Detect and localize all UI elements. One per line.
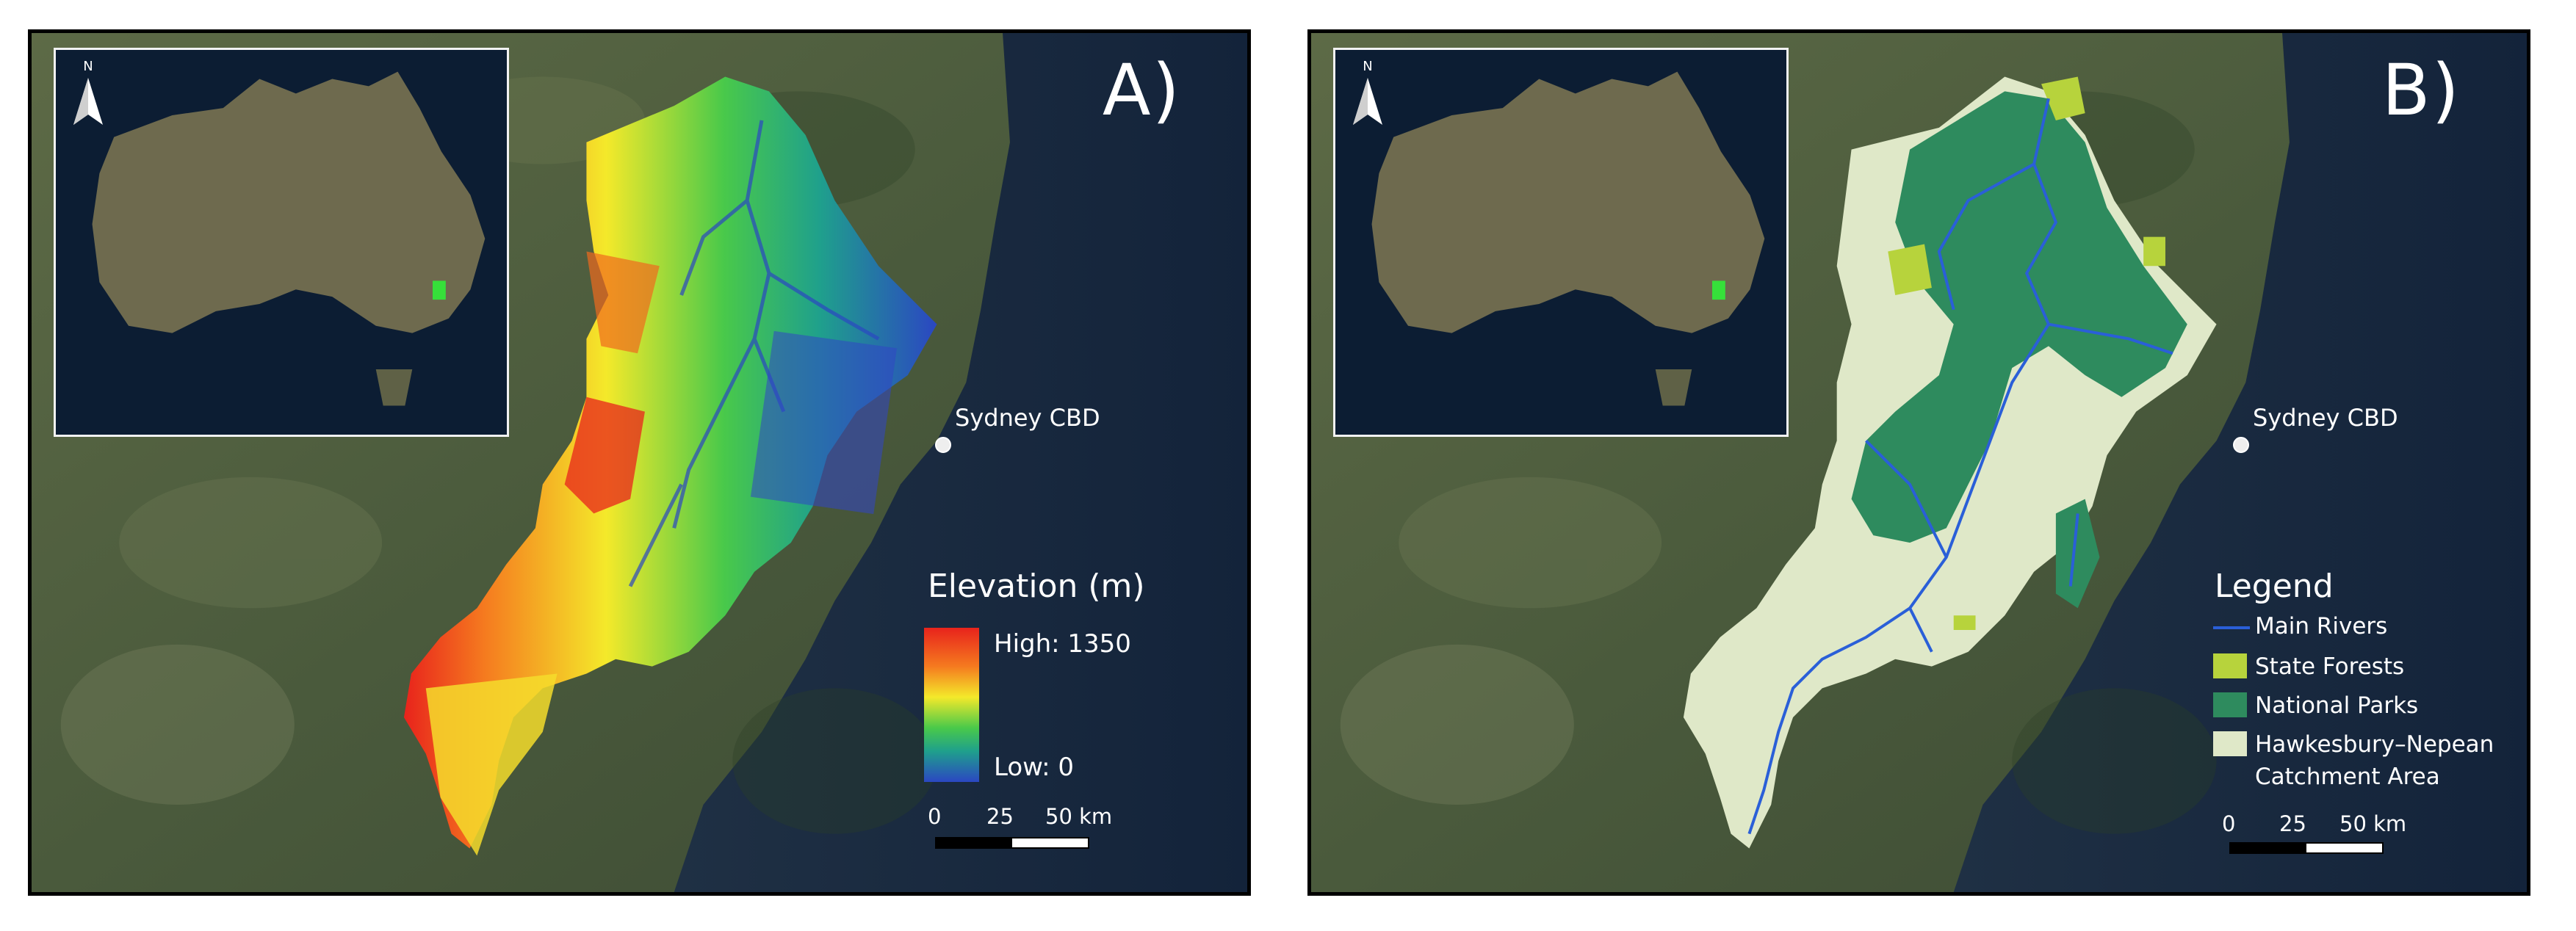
elevation-color-ramp bbox=[924, 628, 979, 782]
north-arrow-icon: N bbox=[69, 57, 107, 131]
state-forests-swatch bbox=[2213, 653, 2247, 678]
legend-item-main-rivers: Main Rivers bbox=[2255, 613, 2388, 640]
legend-item-catchment-line1: Hawkesbury–Nepean bbox=[2255, 731, 2494, 758]
city-label: Sydney CBD bbox=[2253, 404, 2398, 432]
satellite-basemap bbox=[1311, 33, 2527, 892]
scale-bar bbox=[935, 837, 1089, 849]
scale-label-0: 0 bbox=[2222, 811, 2236, 836]
sydney-cbd-marker bbox=[2233, 437, 2249, 453]
scale-label-25: 25 bbox=[2279, 811, 2306, 836]
legend-item-state-forests: State Forests bbox=[2255, 653, 2405, 680]
north-label: N bbox=[83, 59, 93, 74]
australia-inset-map: N bbox=[54, 48, 509, 437]
elevation-low-label: Low: 0 bbox=[994, 753, 1074, 782]
scale-bar bbox=[2229, 842, 2384, 854]
scale-label-25: 25 bbox=[986, 804, 1014, 829]
australia-inset-map: N bbox=[1333, 48, 1789, 437]
scale-label-50: 50 km bbox=[1045, 804, 1113, 829]
scale-label-50: 50 km bbox=[2339, 811, 2407, 836]
legend-item-national-parks: National Parks bbox=[2255, 692, 2419, 719]
catchment-elevation bbox=[403, 76, 937, 849]
legend-title: Legend bbox=[2215, 568, 2334, 605]
city-label: Sydney CBD bbox=[955, 404, 1100, 432]
scale-label-0: 0 bbox=[928, 804, 942, 829]
main-rivers-swatch bbox=[2213, 626, 2250, 629]
national-parks-swatch bbox=[2213, 692, 2247, 717]
satellite-basemap bbox=[32, 33, 1247, 892]
elevation-high-label: High: 1350 bbox=[994, 629, 1131, 659]
panel-letter: B) bbox=[2381, 49, 2461, 131]
panel-letter: A) bbox=[1102, 49, 1181, 131]
elevation-legend-title: Elevation (m) bbox=[928, 568, 1145, 605]
legend-item-catchment-line2: Catchment Area bbox=[2255, 764, 2440, 790]
north-label: N bbox=[1363, 59, 1372, 74]
panel-b-landuse-map: N B) Sydney CBD Legend Main Rivers State… bbox=[1307, 29, 2530, 896]
north-arrow-icon: N bbox=[1349, 57, 1387, 131]
national-parks-area bbox=[1851, 91, 2187, 543]
catchment-swatch bbox=[2213, 731, 2247, 756]
panel-a-elevation-map: N A) Sydney CBD Elevation (m) High: 1350… bbox=[28, 29, 1251, 896]
sydney-cbd-marker bbox=[935, 437, 951, 453]
